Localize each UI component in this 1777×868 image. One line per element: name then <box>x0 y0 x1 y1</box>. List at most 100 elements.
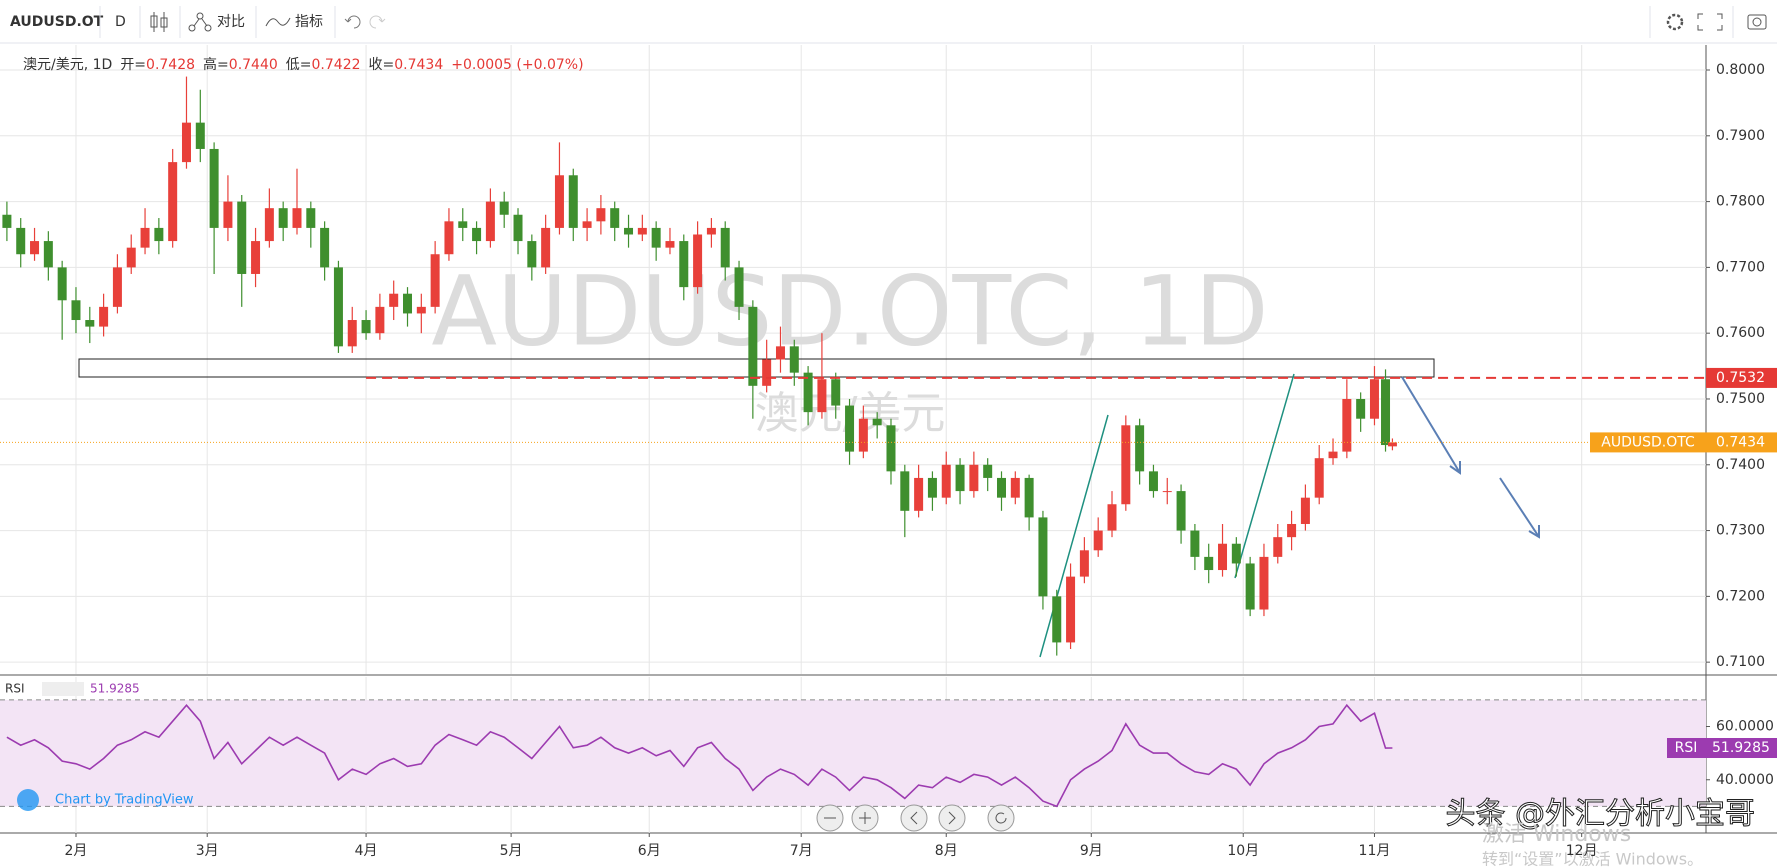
candle-body <box>389 293 399 307</box>
candle-body <box>858 418 868 452</box>
snapshot-button[interactable] <box>1747 14 1767 30</box>
candle-body <box>706 227 716 235</box>
redo-button[interactable] <box>369 15 386 29</box>
compare-icon[interactable] <box>188 12 212 32</box>
navigation[interactable] <box>816 804 1015 832</box>
rsi-axis-value: 51.9285 <box>1712 740 1770 756</box>
legend-value: 0.7422 <box>312 57 361 73</box>
candle-body <box>1328 451 1338 459</box>
candle-body <box>1218 543 1228 571</box>
candle-body <box>996 477 1006 498</box>
x-tick-label: 6月 <box>638 843 661 859</box>
rsi-axis-value-box <box>1706 738 1777 759</box>
candle-body <box>57 267 67 301</box>
indicators-button[interactable]: 指标 <box>295 14 323 30</box>
candle-body <box>278 208 288 228</box>
y-tick-label: 0.7400 <box>1716 457 1765 473</box>
x-tick-label: 2月 <box>65 843 88 859</box>
fullscreen-button[interactable] <box>1697 13 1723 31</box>
legend-value: 0.7434 <box>394 57 443 73</box>
candle-body <box>1314 458 1324 498</box>
candle-body <box>430 254 440 307</box>
candle-body <box>1093 530 1103 551</box>
candle-body <box>112 267 122 307</box>
series <box>0 76 1706 808</box>
y-tick-label: 0.7200 <box>1716 588 1765 604</box>
candle-body <box>472 227 482 242</box>
candle-body <box>1024 477 1034 518</box>
candle-body <box>969 464 979 492</box>
candle-body <box>527 241 537 268</box>
candle-type-button[interactable] <box>150 12 168 32</box>
candle-body <box>1287 523 1297 538</box>
x-tick-label: 12月 <box>1566 843 1598 859</box>
settings-button[interactable] <box>1666 13 1684 31</box>
y-tick-label: 0.7500 <box>1716 391 1765 407</box>
candle-body <box>1010 477 1020 498</box>
candle-body <box>99 306 109 327</box>
indicator-icon[interactable] <box>265 17 291 27</box>
candle-body <box>168 162 178 242</box>
candle-body <box>223 201 233 228</box>
candle-body <box>251 241 261 274</box>
credit[interactable]: Chart by TradingView <box>17 789 194 811</box>
trend-line[interactable] <box>1039 414 1109 658</box>
rsi-legend: RSI 51.9285 <box>5 682 140 696</box>
candle-body <box>16 227 26 255</box>
candle-body <box>1300 497 1310 524</box>
candle-body <box>2 214 12 228</box>
y-tick-label: 0.7900 <box>1716 128 1765 144</box>
rsi-line <box>6 703 1393 808</box>
candle-body <box>347 320 357 347</box>
symbol-watermark: AUDUSD.OTC, 1D <box>431 255 1268 367</box>
y-tick-label: 0.8000 <box>1716 62 1765 78</box>
compare-button[interactable]: 对比 <box>217 14 245 30</box>
legend-value: 0.7440 <box>229 57 278 73</box>
rsi-axis-name-box <box>1667 738 1706 759</box>
interval-button[interactable]: D <box>115 14 126 30</box>
x-tick-label: 5月 <box>500 843 523 859</box>
candle-body <box>748 306 758 386</box>
candle-body <box>1162 491 1172 493</box>
candle-body <box>1204 556 1214 571</box>
legend-value: 0.7428 <box>146 57 195 73</box>
legend-change: +0.0005 (+0.07%) <box>451 57 583 73</box>
y-tick-label: 40.0000 <box>1716 772 1774 788</box>
candle-body <box>665 241 675 248</box>
undo-button[interactable] <box>344 15 361 29</box>
candle-body <box>126 247 136 268</box>
rsi-controls[interactable] <box>42 682 84 696</box>
candle-body <box>1387 442 1397 447</box>
legend-label: 收= <box>369 57 395 73</box>
candle-body <box>1231 543 1241 564</box>
legend-label: 低= <box>286 57 312 73</box>
candle-body <box>817 379 827 413</box>
candle-body <box>1079 550 1089 577</box>
candle-body <box>1342 398 1352 452</box>
candle-body <box>513 214 523 242</box>
credit-text[interactable]: Chart by TradingView <box>55 793 194 808</box>
os-activation-hint: 转到“设置”以激活 Windows。 <box>1482 850 1703 868</box>
candle-body <box>1176 491 1186 531</box>
arrow-drawing[interactable] <box>1499 477 1540 539</box>
candle-body <box>831 379 841 406</box>
candle-body <box>554 175 564 228</box>
last-price-name: AUDUSD.OTC <box>1601 434 1695 450</box>
trend-line[interactable] <box>1234 373 1295 579</box>
symbol-button[interactable]: AUDUSD.OT <box>10 14 104 30</box>
candle-body <box>1273 537 1283 557</box>
legend-label: 高= <box>203 56 229 73</box>
candle-body <box>679 241 689 288</box>
candle-body <box>762 359 772 386</box>
candle-body <box>416 306 426 314</box>
candle-body <box>195 122 205 149</box>
candle-body <box>914 477 924 511</box>
candle-body <box>775 346 785 360</box>
candle-body <box>886 425 896 472</box>
candle-body <box>403 293 413 314</box>
candle-body <box>1107 504 1117 531</box>
candle-body <box>927 477 937 498</box>
arrow-drawing[interactable] <box>1401 376 1461 475</box>
candle-body <box>582 221 592 228</box>
candle-body <box>789 346 799 373</box>
